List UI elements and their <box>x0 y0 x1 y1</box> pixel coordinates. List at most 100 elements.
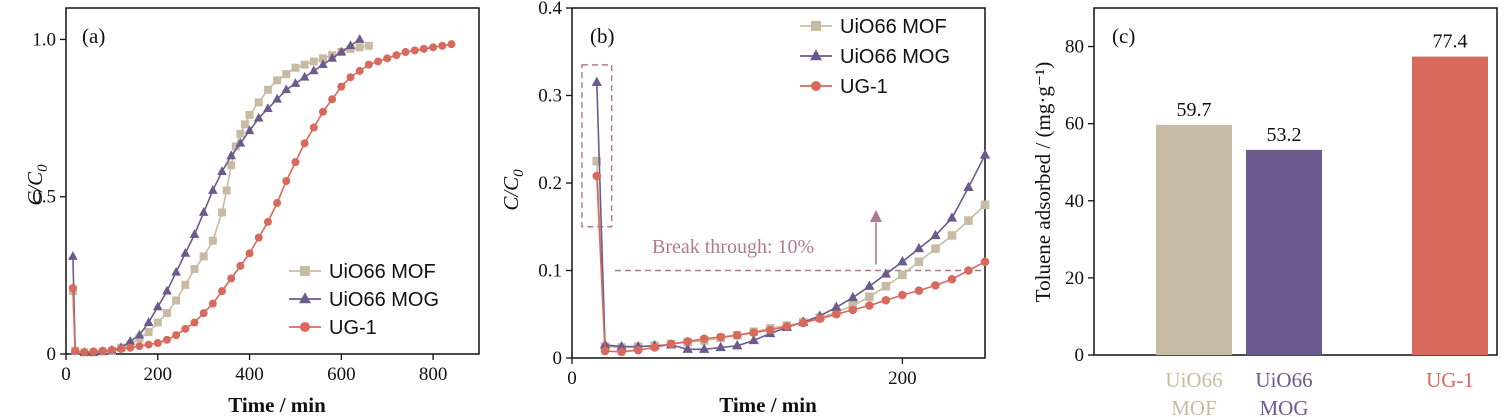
panel-a-data-point <box>337 82 346 91</box>
panel-a-series-triangle <box>68 34 365 356</box>
panel-b-data-point <box>782 322 792 331</box>
panel-a-data-point <box>254 233 263 242</box>
panel-c-category-label: UiO66 <box>1165 368 1222 392</box>
panel-b-data-point <box>591 76 602 87</box>
panel-a-data-point <box>172 331 181 340</box>
panel-a-data-point <box>162 285 172 295</box>
panel-a-data-point <box>144 340 153 349</box>
panel-b-ytick-label: 0 <box>553 348 563 369</box>
panel-a-data-point <box>218 287 227 296</box>
panel-b-series-triangle <box>591 76 991 353</box>
panel-c-bar-value: 59.7 <box>1177 99 1212 121</box>
panel-c-category-label: UiO66 <box>1255 368 1312 392</box>
panel-b-data-point <box>749 328 759 337</box>
panel-c-ytick-label: 60 <box>1065 114 1084 135</box>
panel-b-series-circle <box>592 171 990 357</box>
panel-a-data-point <box>190 318 199 327</box>
panel-b-data-point <box>964 216 973 225</box>
panel-b-data-point <box>831 301 842 311</box>
panel-b-data-point <box>930 229 941 240</box>
panel-a-data-point <box>162 335 171 344</box>
panel-a-legend-label: UiO66 MOF <box>329 261 436 283</box>
panel-b-data-point <box>914 286 924 295</box>
panel-b-data-point <box>715 341 726 352</box>
panel-a-data-point <box>291 63 300 72</box>
svg-text:C/C0: C/C0 <box>23 164 51 206</box>
panel-a-data-point <box>227 161 236 170</box>
panel-a-xtick-label: 400 <box>235 364 264 385</box>
panel-a-data-point <box>198 207 209 216</box>
panel-a-data-point <box>240 120 249 129</box>
panel-b-xtick-label: 0 <box>567 368 577 389</box>
panel-b-legend-marker <box>811 21 821 31</box>
panel-b-data-point <box>947 274 957 284</box>
panel-a-data-point <box>272 93 282 103</box>
panel-b-data-point <box>682 343 693 353</box>
panel-a-data-point <box>346 73 355 82</box>
panel-a-ytick-label: 1.0 <box>32 29 56 50</box>
panel-b-data-point <box>815 314 825 323</box>
panel-a-data-point <box>199 309 208 318</box>
panel-b-data-point <box>732 339 743 350</box>
panel-b-annotations <box>581 64 985 272</box>
panel-a-legend-marker <box>300 266 310 276</box>
panel-c-ticks: 0 20 40 60 80 <box>1065 37 1094 366</box>
panel-a-data-point <box>153 318 162 327</box>
panel-c-ytick-label: 20 <box>1065 268 1084 289</box>
panel-a-data-point <box>181 280 190 289</box>
panel-a-series-line <box>72 44 370 354</box>
panel-c-category-label: UG-1 <box>1426 368 1474 392</box>
panel-c-bar <box>1246 149 1322 355</box>
panel-a-legend: UiO66 MOF UiO66 MOG UG-1 <box>289 261 439 339</box>
panel-b-legend-label: UiO66 MOF <box>840 16 947 38</box>
panel-a-data-point <box>309 65 319 75</box>
panel-a-data-point <box>410 46 419 55</box>
panel-b-ytick-label: 0.4 <box>538 0 562 19</box>
panel-b-data-point <box>798 318 808 328</box>
panel-a-data-point <box>253 112 264 122</box>
panel-a-data-point <box>245 249 254 258</box>
panel-c-bar-value: 77.4 <box>1433 31 1468 53</box>
panel-a-xlabel: Time / min <box>228 393 326 417</box>
panel-b-ytick-label: 0.2 <box>538 173 562 194</box>
panel-b-data-point <box>898 290 907 300</box>
panel-a-data-point <box>419 44 428 53</box>
panel-a-data-point <box>273 199 282 208</box>
panel-a-series-square <box>68 41 373 357</box>
panel-a-data-point <box>143 317 154 326</box>
panel-b-data-point <box>963 181 974 192</box>
panel-a-data-point <box>245 110 254 119</box>
panel-a-data-point <box>222 186 231 195</box>
panel-a-data-point <box>134 329 145 339</box>
panel-a-data-point <box>208 236 217 245</box>
panel-b-data-point <box>980 257 990 267</box>
panel-a-data-point <box>126 343 135 352</box>
panel-a-data-point <box>135 342 144 351</box>
panel-b-data-point <box>946 212 958 222</box>
panel-b-ylabel-sub: 0 <box>511 169 527 177</box>
panel-a-series-circle <box>68 40 456 357</box>
panel-b-data-point <box>880 268 892 278</box>
panel-a-data-point <box>98 346 107 355</box>
panel-a-data-point <box>244 125 255 135</box>
panel-c-ytick-label: 40 <box>1065 191 1084 212</box>
panel-a-ytick-label: 0.5 <box>32 187 56 208</box>
panel-a-data-point <box>429 43 438 52</box>
panel-a-data-point <box>226 150 236 160</box>
panel-b-legend-label: UG-1 <box>840 76 888 98</box>
panel-b-data-point <box>666 339 676 349</box>
panel-b-data-point <box>765 325 775 335</box>
panel-a-data-point <box>152 301 163 311</box>
panel-a-data-point <box>281 84 292 94</box>
panel-b-data-point <box>650 343 659 352</box>
panel-b-data-point <box>914 257 924 267</box>
panel-b-arrow-head <box>869 210 882 222</box>
panel-a-data-point <box>162 309 171 318</box>
panel-b-data-point <box>864 280 875 290</box>
panel-a-data-point <box>227 274 236 283</box>
panel-a-data-point <box>309 123 318 132</box>
panel-b-data-point <box>699 343 710 353</box>
panel-a-data-point <box>68 251 78 260</box>
panel-a-data-point <box>318 59 328 69</box>
panel-b-legend-label: UiO66 MOG <box>840 46 950 68</box>
